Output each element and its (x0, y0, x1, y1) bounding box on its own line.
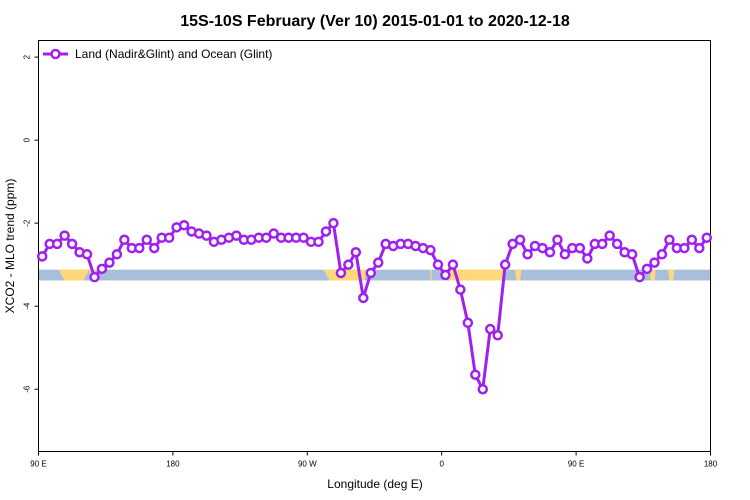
data-point (544, 246, 556, 258)
y-tick-label: 2 (23, 54, 32, 59)
land-band (323, 269, 370, 281)
data-point (686, 234, 698, 246)
data-point (499, 259, 511, 270)
data-point (679, 242, 690, 254)
data-point (537, 242, 548, 254)
y-tick-label: -4 (23, 302, 32, 310)
data-point (507, 238, 518, 250)
plot-frame (38, 40, 711, 452)
data-point (365, 267, 377, 279)
data-point (447, 259, 459, 270)
y-axis-label: XCO2 - MLO trend (ppm) (3, 179, 17, 314)
land-band (58, 269, 90, 281)
legend-marker (50, 48, 61, 60)
data-point (81, 249, 93, 260)
series-land-ocean (36, 217, 713, 395)
data-point (425, 244, 436, 256)
y-tick-label: -2 (23, 219, 32, 227)
land-band (515, 269, 522, 281)
data-point (477, 383, 489, 395)
y-tick-label: -6 (23, 385, 32, 393)
data-point (514, 234, 526, 246)
x-tick-label: 90 W (298, 460, 317, 469)
data-point (634, 271, 645, 283)
data-point (440, 269, 451, 281)
x-tick-label: 180 (704, 460, 718, 469)
legend-label: Land (Nadir&Glint) and Ocean (Glint) (75, 47, 272, 61)
data-point (163, 232, 175, 243)
land-band (649, 269, 656, 281)
data-point (701, 232, 713, 243)
data-point (328, 217, 339, 229)
data-point (462, 317, 474, 329)
x-tick-label: 180 (166, 460, 180, 469)
data-point (656, 249, 668, 260)
data-point (649, 257, 660, 268)
data-point (641, 263, 653, 275)
data-point (552, 234, 563, 246)
data-point (119, 234, 130, 246)
x-axis-label: Longitude (deg E) (327, 477, 422, 491)
data-point (335, 267, 347, 279)
data-point (231, 230, 242, 241)
data-point (350, 246, 362, 258)
data-point (59, 230, 70, 241)
data-point (51, 238, 63, 250)
legend: Land (Nadir&Glint) and Ocean (Glint) (43, 47, 272, 61)
x-tick-label: 90 E (30, 460, 46, 469)
data-point (201, 230, 212, 241)
data-point (111, 249, 123, 260)
data-point (141, 234, 153, 246)
data-point (596, 238, 608, 250)
chart-title: 15S-10S February (Ver 10) 2015-01-01 to … (180, 13, 570, 30)
data-point (604, 230, 615, 241)
y-axis: 2 0 -2 -4 -6 (23, 54, 39, 393)
data-point (358, 292, 369, 304)
data-point (313, 236, 324, 248)
data-point (66, 238, 78, 250)
data-point (559, 249, 571, 260)
data-point (522, 249, 533, 260)
data-point (89, 271, 100, 283)
data-point (96, 263, 108, 275)
land-band (443, 269, 508, 281)
data-point (470, 369, 481, 380)
data-point (492, 330, 503, 341)
data-point (626, 249, 638, 260)
data-point (148, 242, 160, 254)
data-point (320, 226, 332, 237)
data-point (484, 323, 496, 335)
land-band (668, 269, 675, 281)
x-tick-label: 90 E (568, 460, 584, 469)
data-point (574, 242, 586, 254)
data-point (343, 259, 354, 270)
data-point (582, 253, 593, 264)
data-point (694, 242, 705, 254)
data-point (36, 251, 48, 262)
x-axis: 90 E 180 90 W 0 90 E 180 (30, 451, 718, 469)
data-point (432, 259, 444, 270)
data-point (134, 242, 145, 254)
data-point (178, 219, 190, 231)
data-point (611, 238, 623, 250)
data-point (455, 284, 466, 295)
data-point (268, 228, 279, 239)
land-band (430, 269, 432, 281)
x-tick-label: 0 (439, 460, 444, 469)
y-tick-label: 0 (23, 137, 32, 142)
data-point (104, 257, 115, 268)
data-point (260, 232, 272, 243)
data-point (298, 232, 309, 243)
data-point (664, 234, 675, 246)
data-point (372, 257, 384, 268)
